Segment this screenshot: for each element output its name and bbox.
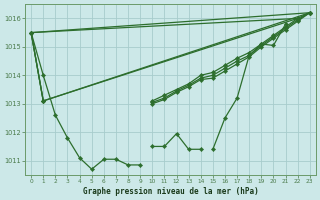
X-axis label: Graphe pression niveau de la mer (hPa): Graphe pression niveau de la mer (hPa) [83, 187, 258, 196]
